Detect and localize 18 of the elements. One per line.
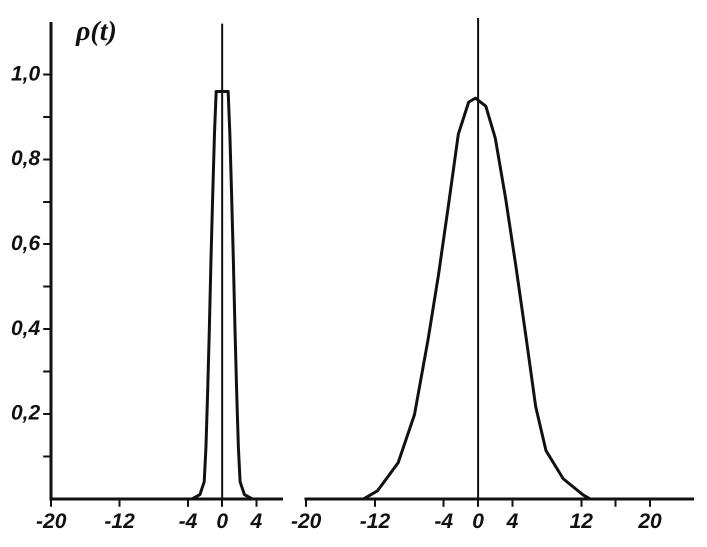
- y-tick-label: 0,4: [10, 316, 41, 340]
- x-tick-label: -12: [104, 510, 136, 534]
- x-tick-label: -4: [178, 510, 198, 534]
- x-tick-label: -20: [36, 510, 67, 534]
- x-tick-label: 0: [472, 510, 484, 534]
- y-tick-label: 1,0: [10, 62, 41, 86]
- y-tick-label: 0,2: [10, 402, 41, 425]
- y-tick-label: 0,8: [10, 147, 41, 170]
- y-tick-label: 0,6: [10, 232, 41, 256]
- x-tick-label: 4: [250, 510, 263, 534]
- x-tick-label: 0: [216, 510, 228, 534]
- x-tick-label: -12: [360, 510, 390, 534]
- y-axis-title: ρ(t): [76, 16, 117, 48]
- x-tick-label: 4: [506, 510, 519, 534]
- x-tick-label: -4: [434, 510, 454, 534]
- x-tick-label: 12: [570, 510, 594, 534]
- x-tick-label: -20: [290, 510, 322, 534]
- x-tick-label: 20: [637, 510, 662, 534]
